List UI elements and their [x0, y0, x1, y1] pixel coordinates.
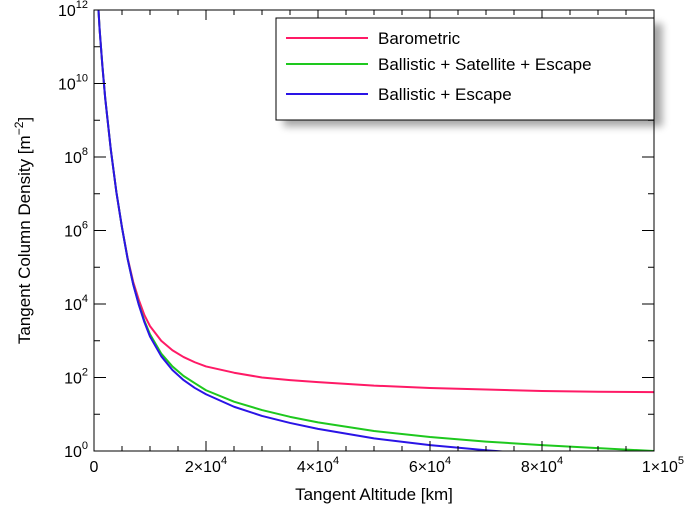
x-tick-label: 2×104 — [185, 455, 227, 476]
legend-label-ballistic-satellite-escape: Ballistic + Satellite + Escape — [378, 55, 592, 74]
y-tick-label: 100 — [64, 440, 88, 461]
x-axis-label: Tangent Altitude [km] — [295, 485, 453, 504]
legend-label-barometric: Barometric — [378, 29, 461, 48]
x-tick-label: 4×104 — [297, 455, 339, 476]
plot-frame — [93, 9, 655, 452]
x-tick-label: 8×104 — [521, 455, 563, 476]
x-tick-label: 6×104 — [409, 455, 451, 476]
legend: Barometric Ballistic + Satellite + Escap… — [275, 17, 655, 121]
legend-label-ballistic-escape: Ballistic + Escape — [378, 85, 512, 104]
legend-box — [275, 17, 655, 121]
y-tick-label: 102 — [64, 367, 88, 388]
y-tick-label: 104 — [64, 293, 88, 314]
y-tick-label: 1010 — [58, 73, 88, 94]
x-tick-label: 0 — [90, 459, 99, 476]
y-tick-label: 106 — [64, 220, 88, 241]
y-axis-label: Tangent Column Density [m−2] — [12, 117, 34, 344]
x-tick-label: 1×105 — [642, 455, 684, 476]
series-line-ballistic-escape — [97, 10, 510, 451]
y-tick-label: 1012 — [58, 0, 88, 20]
y-tick-label: 108 — [64, 146, 88, 167]
